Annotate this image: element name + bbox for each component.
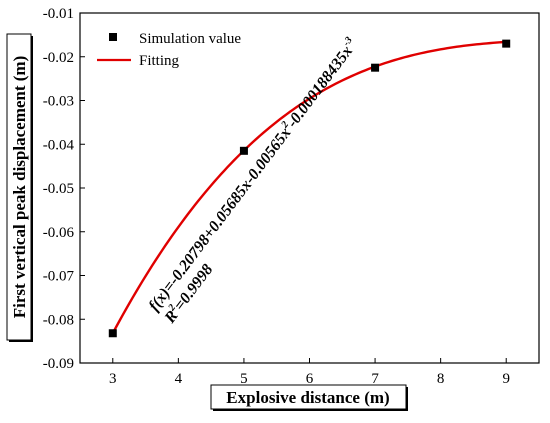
data-point xyxy=(108,329,117,338)
legend-label-simulation: Simulation value xyxy=(139,31,241,47)
legend-marker-simulation xyxy=(109,33,117,41)
legend-label-fitting: Fitting xyxy=(139,53,180,69)
data-point xyxy=(239,146,248,155)
data-point xyxy=(371,63,380,72)
x-tick-label: 5 xyxy=(240,371,248,387)
y-tick-label: -0.04 xyxy=(43,137,75,153)
y-tick-label: -0.07 xyxy=(43,269,75,285)
fit-equation: f(x)=-0.20798+0.05685x-0.00565x2-0.00018… xyxy=(144,35,361,314)
x-axis-title: Explosive distance (m) xyxy=(226,388,389,407)
y-axis-title: First vertical peak displacement (m) xyxy=(10,56,29,319)
fit-annotation: f(x)=-0.20798+0.05685x-0.00565x2-0.00018… xyxy=(144,35,361,327)
x-tick-label: 4 xyxy=(175,371,183,387)
data-point xyxy=(502,39,511,48)
x-tick-label: 6 xyxy=(306,371,314,387)
x-tick-label: 9 xyxy=(502,371,510,387)
x-tick-label: 8 xyxy=(437,371,445,387)
x-tick-label: 7 xyxy=(371,371,379,387)
y-tick-label: -0.05 xyxy=(43,181,74,197)
legend: Simulation value Fitting xyxy=(97,31,241,69)
y-tick-label: -0.02 xyxy=(43,50,74,66)
y-tick-label: -0.09 xyxy=(43,356,74,372)
y-tick-label: -0.08 xyxy=(43,312,74,328)
y-tick-label: -0.06 xyxy=(43,225,75,241)
x-tick-label: 3 xyxy=(109,371,117,387)
x-axis-title-box: Explosive distance (m) xyxy=(210,384,408,411)
y-axis-title-box: First vertical peak displacement (m) xyxy=(6,33,33,342)
y-tick-label: -0.01 xyxy=(43,6,74,22)
fit-curve xyxy=(111,40,507,334)
y-tick-label: -0.03 xyxy=(43,94,74,110)
